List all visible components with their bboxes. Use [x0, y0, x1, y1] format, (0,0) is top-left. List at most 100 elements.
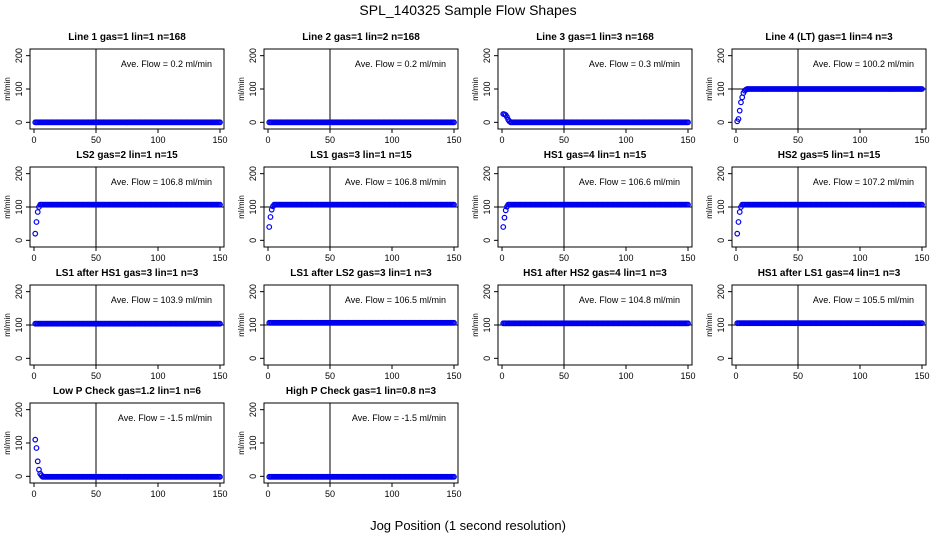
panel-13: Low P Check gas=1.2 lin=1 n=6 0 50 100 150 0 1… — [3, 386, 228, 499]
x-tick-label: 100 — [384, 371, 399, 381]
x-tick-label: 150 — [914, 371, 929, 381]
x-tick-label: 0 — [499, 135, 504, 145]
y-axis-label: ml/min — [705, 313, 714, 337]
y-tick-label: 200 — [14, 166, 24, 181]
x-tick-label: 100 — [150, 135, 165, 145]
y-tick-label: 100 — [482, 199, 492, 214]
panel-title: HS1 gas=4 lin=1 n=15 — [544, 150, 647, 161]
data-point — [738, 99, 744, 106]
y-tick-label: 100 — [248, 81, 258, 96]
x-tick-label: 50 — [325, 371, 335, 381]
panel-1: Line 1 gas=1 lin=1 n=168 0 50 100 150 0 100 200… — [3, 32, 228, 145]
x-tick-label: 0 — [733, 253, 738, 263]
y-axis-label: ml/min — [3, 195, 12, 219]
panel-title: LS1 after LS2 gas=3 lin=1 n=3 — [290, 268, 432, 279]
x-tick-label: 100 — [852, 371, 867, 381]
panel-10: LS1 after LS2 gas=3 lin=1 n=3 0 50 100 150 0 1… — [237, 268, 462, 381]
y-axis-label: ml/min — [237, 77, 246, 101]
y-axis-label: ml/min — [705, 77, 714, 101]
panel-title: Low P Check gas=1.2 lin=1 n=6 — [53, 386, 201, 397]
average-flow-annotation: Ave. Flow = 106.6 ml/min — [579, 177, 680, 187]
data-point — [736, 209, 743, 215]
panel-title: Line 4 (LT) gas=1 lin=4 n=3 — [765, 32, 893, 43]
data-point — [685, 119, 691, 126]
y-tick-label: 0 — [716, 356, 726, 361]
x-tick-label: 150 — [212, 371, 227, 381]
y-tick-label: 100 — [248, 435, 258, 450]
panel-7: HS1 gas=4 lin=1 n=15 0 50 100 150 0 100 200 ml/m… — [471, 150, 696, 263]
data-point — [685, 201, 691, 208]
x-tick-label: 50 — [793, 135, 803, 145]
data-point — [34, 458, 41, 465]
data-point — [266, 224, 273, 230]
x-tick-label: 150 — [212, 489, 227, 499]
data-point — [734, 230, 741, 237]
x-tick-label: 0 — [499, 253, 504, 263]
x-tick-label: 0 — [733, 371, 738, 381]
y-tick-label: 0 — [248, 120, 258, 125]
panel-12: HS1 after LS1 gas=4 lin=1 n=3 0 50 100 150 0 1… — [705, 268, 930, 381]
x-tick-label: 150 — [446, 135, 461, 145]
data-point — [919, 201, 925, 208]
data-point — [736, 107, 743, 114]
y-tick-label: 200 — [14, 48, 24, 63]
y-tick-label: 100 — [14, 435, 24, 450]
x-tick-label: 150 — [680, 253, 695, 263]
x-tick-label: 100 — [618, 371, 633, 381]
average-flow-annotation: Ave. Flow = 0.2 ml/min — [121, 59, 212, 69]
x-tick-label: 0 — [499, 371, 504, 381]
data-point — [685, 320, 691, 327]
panel-title: HS1 after LS1 gas=4 lin=1 n=3 — [758, 268, 901, 279]
x-tick-label: 50 — [325, 489, 335, 499]
data-point — [451, 319, 457, 326]
data-point — [919, 86, 925, 92]
y-tick-label: 0 — [482, 120, 492, 125]
average-flow-annotation: Ave. Flow = 100.2 ml/min — [813, 59, 914, 69]
x-tick-label: 100 — [618, 135, 633, 145]
y-axis-label: ml/min — [3, 313, 12, 337]
data-point — [267, 214, 274, 220]
x-tick-label: 50 — [559, 135, 569, 145]
x-tick-label: 50 — [793, 253, 803, 263]
x-tick-label: 150 — [446, 371, 461, 381]
y-tick-label: 200 — [716, 166, 726, 181]
panel-5: LS2 gas=2 lin=1 n=15 0 50 100 150 0 100 200 ml/m… — [3, 150, 228, 263]
y-tick-label: 200 — [482, 166, 492, 181]
data-point — [919, 320, 925, 327]
y-tick-label: 0 — [248, 356, 258, 361]
data-point — [268, 206, 275, 213]
y-axis-label: ml/min — [705, 195, 714, 219]
y-axis-label: ml/min — [237, 195, 246, 219]
y-tick-label: 200 — [716, 48, 726, 63]
data-point — [500, 224, 507, 230]
y-tick-label: 0 — [248, 238, 258, 243]
y-tick-label: 100 — [482, 81, 492, 96]
y-axis-label: ml/min — [3, 431, 12, 455]
panel-8: HS2 gas=5 lin=1 n=15 0 50 100 150 0 100 200 ml/m… — [705, 150, 930, 263]
y-tick-label: 100 — [14, 199, 24, 214]
x-tick-label: 0 — [265, 371, 270, 381]
y-axis-label: ml/min — [237, 313, 246, 337]
x-tick-label: 100 — [150, 253, 165, 263]
x-tick-label: 0 — [31, 489, 36, 499]
y-axis-label: ml/min — [471, 195, 480, 219]
x-tick-label: 0 — [733, 135, 738, 145]
data-point — [451, 201, 457, 208]
x-tick-label: 50 — [793, 371, 803, 381]
panel-9: LS1 after HS1 gas=3 lin=1 n=3 0 50 100 150 0 1… — [3, 268, 228, 381]
panel-title: LS2 gas=2 lin=1 n=15 — [76, 150, 178, 161]
x-tick-label: 0 — [265, 489, 270, 499]
average-flow-annotation: Ave. Flow = 107.2 ml/min — [813, 177, 914, 187]
y-tick-label: 0 — [716, 120, 726, 125]
x-tick-label: 150 — [446, 253, 461, 263]
x-tick-label: 100 — [384, 489, 399, 499]
panel-title: High P Check gas=1 lin=0.8 n=3 — [286, 386, 437, 397]
x-tick-label: 150 — [446, 489, 461, 499]
x-tick-label: 150 — [212, 253, 227, 263]
data-point — [34, 209, 41, 215]
y-tick-label: 100 — [14, 81, 24, 96]
y-tick-label: 0 — [14, 238, 24, 243]
x-tick-label: 100 — [150, 489, 165, 499]
average-flow-annotation: Ave. Flow = -1.5 ml/min — [118, 413, 212, 423]
average-flow-annotation: Ave. Flow = -1.5 ml/min — [352, 413, 446, 423]
